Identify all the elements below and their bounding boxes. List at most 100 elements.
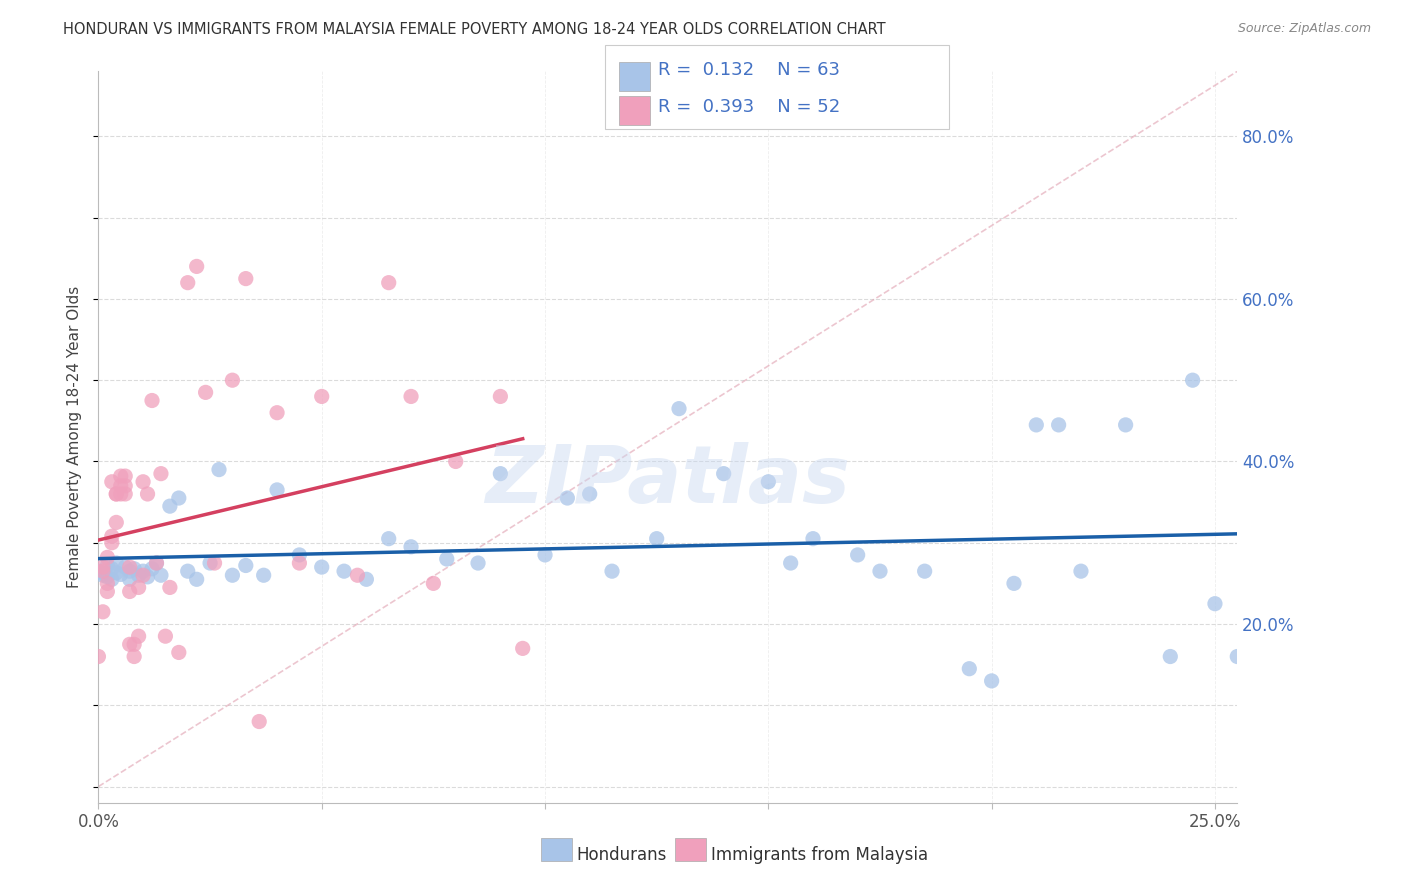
Point (333, 564, 356, 578)
Point (110, 487, 132, 501)
Point (288, 548, 311, 562)
Point (489, 389, 512, 403)
Point (221, 373, 243, 387)
Point (118, 637, 141, 651)
Point (101, 572, 124, 586)
Point (132, 564, 155, 578)
Point (914, 564, 936, 578)
Point (377, 532, 399, 546)
Y-axis label: Female Poverty Among 18-24 Year Olds: Female Poverty Among 18-24 Year Olds (67, 286, 83, 588)
Text: R =  0.393    N = 52: R = 0.393 N = 52 (658, 98, 841, 116)
Text: Source: ZipAtlas.com: Source: ZipAtlas.com (1237, 22, 1371, 36)
Point (235, 271, 257, 285)
Text: ZIPatlas: ZIPatlas (485, 442, 851, 520)
Point (96, 584, 118, 599)
Point (713, 467, 735, 481)
Point (444, 454, 467, 468)
Point (136, 487, 159, 501)
Point (194, 385, 217, 400)
Point (436, 552, 458, 566)
Point (141, 562, 163, 576)
Point (1047, 417, 1070, 432)
Point (114, 560, 136, 574)
Point (159, 499, 181, 513)
Point (110, 479, 132, 493)
Point (578, 487, 600, 501)
Point (600, 564, 623, 578)
Text: R =  0.132    N = 63: R = 0.132 N = 63 (658, 61, 839, 78)
Point (1070, 564, 1092, 578)
Point (204, 556, 226, 570)
Text: HONDURAN VS IMMIGRANTS FROM MALAYSIA FEMALE POVERTY AMONG 18-24 YEAR OLDS CORREL: HONDURAN VS IMMIGRANTS FROM MALAYSIA FEM… (63, 22, 886, 37)
Point (668, 401, 690, 416)
Point (1181, 373, 1204, 387)
Point (110, 567, 132, 582)
Point (1115, 417, 1137, 432)
Point (101, 529, 124, 543)
Point (91, 568, 114, 582)
Point (105, 487, 128, 501)
Point (155, 629, 177, 643)
Point (177, 276, 200, 290)
Point (96, 576, 118, 591)
Point (399, 540, 422, 554)
Point (159, 581, 181, 595)
Point (105, 556, 128, 570)
Point (91, 560, 114, 574)
Point (87, 649, 110, 664)
Point (118, 584, 141, 599)
Point (149, 467, 172, 481)
Point (105, 516, 128, 530)
Point (96, 550, 118, 565)
Point (101, 535, 124, 549)
Point (110, 469, 132, 483)
Point (288, 556, 311, 570)
Point (167, 645, 190, 659)
Point (253, 568, 276, 582)
Text: Hondurans: Hondurans (576, 846, 666, 863)
Point (105, 566, 128, 580)
Point (105, 487, 128, 501)
Point (91, 605, 114, 619)
Point (869, 564, 891, 578)
Point (141, 393, 163, 408)
Point (145, 556, 167, 570)
Point (1204, 597, 1226, 611)
Point (101, 475, 124, 489)
Point (118, 564, 141, 578)
Point (235, 558, 257, 573)
Point (96, 558, 118, 573)
Point (101, 562, 124, 576)
Point (311, 389, 333, 403)
Point (208, 462, 231, 476)
Point (422, 576, 444, 591)
Point (198, 556, 221, 570)
Point (311, 560, 333, 574)
Point (266, 406, 288, 420)
Point (399, 389, 422, 403)
Point (1159, 649, 1181, 664)
Point (186, 260, 208, 274)
Point (177, 564, 200, 578)
Point (128, 581, 150, 595)
Point (114, 469, 136, 483)
Point (132, 475, 155, 489)
Point (118, 572, 141, 586)
Point (87, 564, 110, 578)
Point (957, 662, 980, 676)
Point (122, 637, 145, 651)
Point (91, 566, 114, 581)
Point (128, 629, 150, 643)
Point (779, 556, 801, 570)
Point (118, 560, 141, 574)
Point (557, 491, 579, 505)
Point (186, 572, 208, 586)
Point (534, 548, 557, 562)
Point (122, 562, 145, 576)
Point (247, 714, 270, 729)
Text: Immigrants from Malaysia: Immigrants from Malaysia (711, 846, 928, 863)
Point (114, 479, 136, 493)
Point (96, 570, 118, 584)
Point (114, 487, 136, 501)
Point (221, 568, 243, 582)
